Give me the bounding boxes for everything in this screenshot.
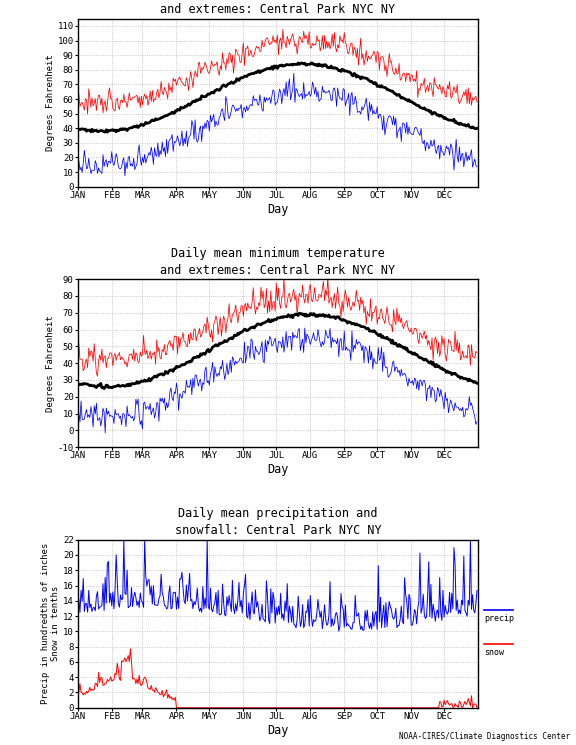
Title: Daily mean precipitation and
snowfall: Central Park NYC NY: Daily mean precipitation and snowfall: C… <box>175 507 381 537</box>
Text: precip: precip <box>484 615 514 624</box>
Text: snow: snow <box>484 648 504 657</box>
Title: Daily mean minimum temperature
and extremes: Central Park NYC NY: Daily mean minimum temperature and extre… <box>160 247 396 276</box>
Y-axis label: Precip in hundredths of inches
Snow in tenths: Precip in hundredths of inches Snow in t… <box>41 543 60 704</box>
Y-axis label: Degrees Fahrenheit: Degrees Fahrenheit <box>46 315 55 411</box>
Y-axis label: Degrees Fahrenheit: Degrees Fahrenheit <box>46 54 55 151</box>
X-axis label: Day: Day <box>267 203 289 215</box>
Text: NOAA-CIRES/Climate Diagnostics Center: NOAA-CIRES/Climate Diagnostics Center <box>399 732 570 741</box>
Title: Daily mean maximum temperature
and extremes: Central Park NYC NY: Daily mean maximum temperature and extre… <box>160 0 396 16</box>
X-axis label: Day: Day <box>267 463 289 476</box>
X-axis label: Day: Day <box>267 723 289 737</box>
